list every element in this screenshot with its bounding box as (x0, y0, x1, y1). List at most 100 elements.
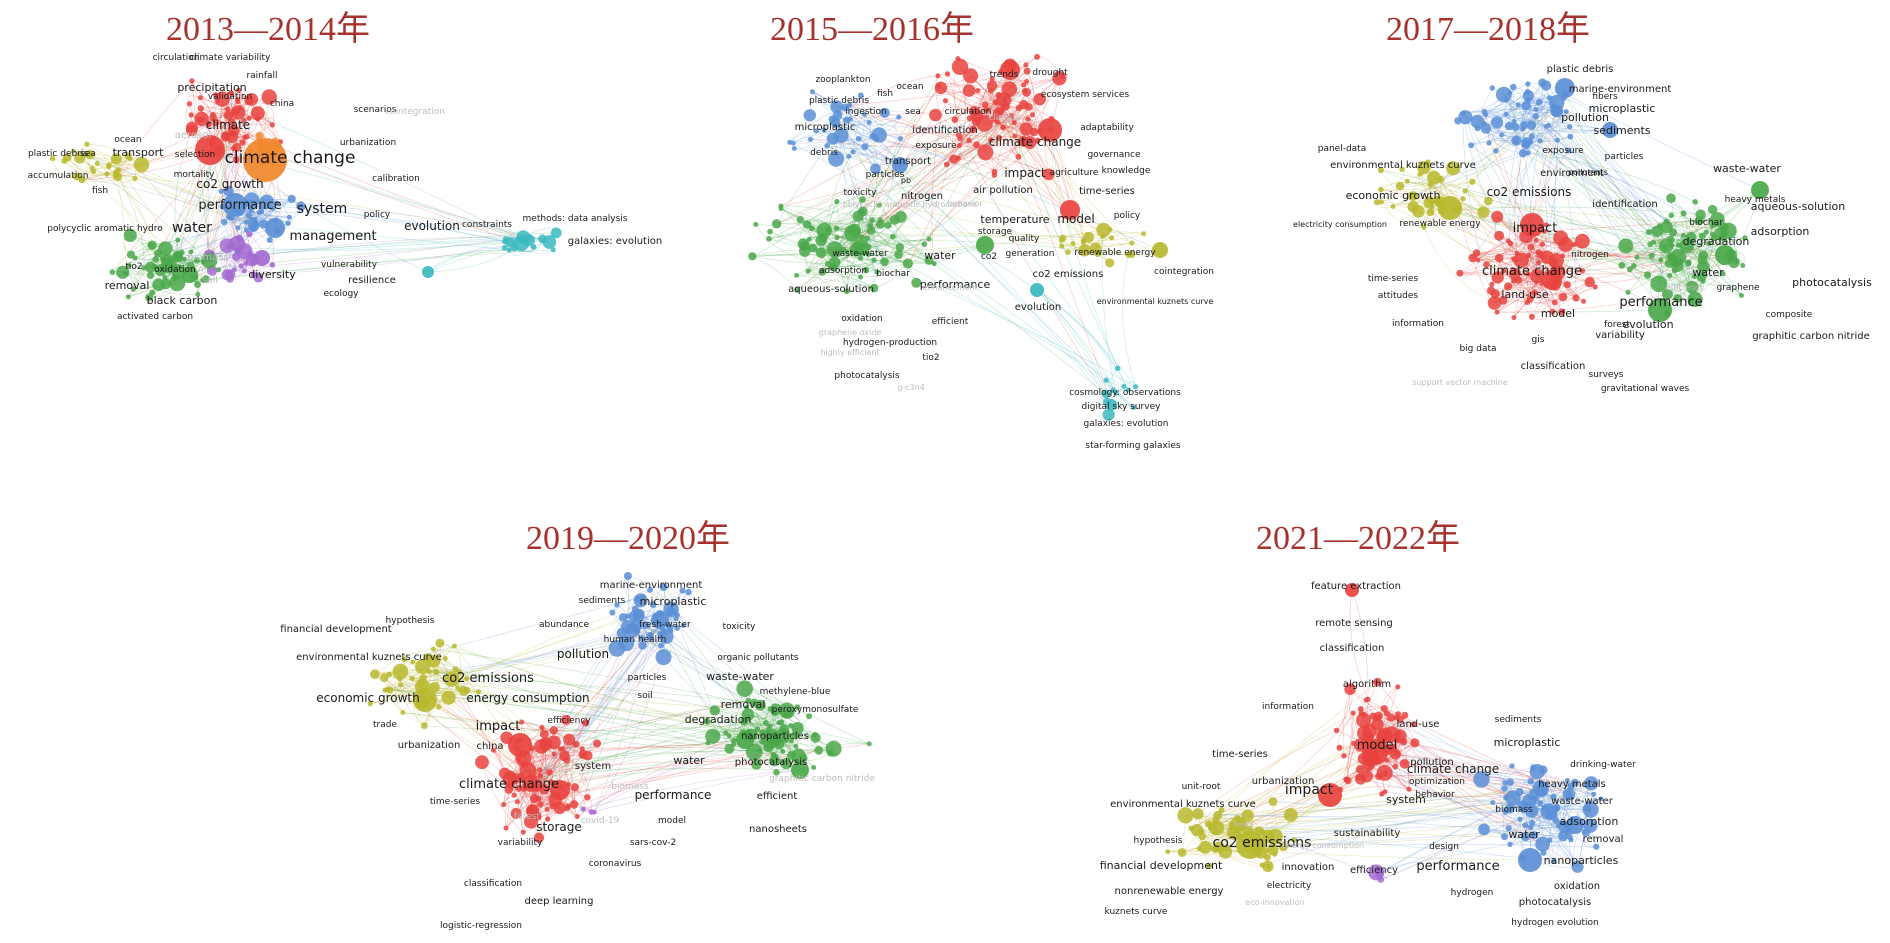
network-node (287, 194, 296, 203)
keyword-label-microplastic: microplastic (1494, 736, 1561, 749)
network-link (1465, 117, 1547, 286)
network-link (1384, 791, 1557, 808)
keyword-label-generation: generation (1006, 249, 1055, 259)
network-node (855, 136, 862, 142)
network-node (1539, 241, 1546, 247)
network-node (1268, 797, 1278, 806)
keyword-label-sea: sea (905, 107, 921, 117)
network-link (1496, 282, 1543, 313)
network-node (241, 268, 247, 274)
network-link (871, 136, 878, 221)
network-link (811, 199, 863, 229)
keyword-label-water: water (1508, 828, 1540, 841)
keyword-label-panel-data: panel-data (1318, 144, 1367, 154)
network-link (522, 742, 555, 833)
keyword-label-information: information (1392, 319, 1444, 329)
network-node (1491, 210, 1504, 223)
network-node (1658, 238, 1674, 254)
network-link (1518, 280, 1562, 313)
network-link (1380, 181, 1473, 191)
network-node (1198, 840, 1212, 854)
network-link (836, 76, 1063, 107)
network-link (1519, 796, 1554, 820)
network-node (949, 154, 959, 164)
network-node (285, 220, 291, 226)
network-node (537, 801, 544, 808)
keyword-label-aqueous-solution: aqueous-solution (788, 284, 874, 295)
network-link (369, 615, 635, 705)
network-link (1262, 788, 1505, 833)
network-link (959, 107, 1020, 146)
network-link (864, 146, 986, 246)
network-link (67, 157, 108, 176)
network-link (1532, 231, 1661, 261)
network-node (1387, 713, 1396, 722)
network-link (593, 635, 652, 813)
network-link (1503, 94, 1570, 128)
network-link (1625, 245, 1693, 288)
keyword-label-model: model (1541, 307, 1575, 320)
network-link (389, 674, 561, 791)
keyword-label-polycyclic-aromatic-hydro: polycyclic aromatic hydro (47, 224, 163, 234)
network-link (1381, 201, 1519, 281)
network-link (591, 748, 730, 813)
network-link (816, 130, 901, 166)
network-link (549, 768, 801, 773)
keyword-label-knowledge: knowledge (1102, 166, 1151, 176)
keyword-label-sediments: sediments (1593, 124, 1650, 137)
keyword-label-kuznets-curve: kuznets curve (1105, 907, 1168, 917)
network-node (780, 748, 786, 754)
network-link (466, 689, 730, 750)
network-node (1141, 231, 1147, 237)
network-node (1336, 744, 1343, 751)
network-link (412, 642, 627, 679)
keyword-label-particles: particles (866, 170, 905, 180)
network-node (146, 271, 155, 279)
keyword-label-attitudes: attitudes (1378, 291, 1419, 301)
keyword-label-trade: trade (373, 720, 397, 730)
network-node (861, 143, 869, 151)
keyword-label-tio2: tio2 (922, 353, 939, 363)
network-link (1253, 802, 1541, 843)
network-link (1557, 139, 1737, 262)
keyword-label-organic-pollutants: organic pollutants (717, 653, 798, 663)
network-link (1501, 97, 1550, 136)
network-link (239, 108, 520, 240)
network-node (501, 802, 507, 808)
network-node (1505, 790, 1521, 806)
network-node (834, 235, 840, 240)
network-link (1496, 216, 1577, 299)
keyword-label-waste-water: waste-water (1551, 796, 1614, 807)
network-hub-node (265, 218, 285, 238)
network-node (1503, 111, 1509, 117)
keyword-label-marine-environment: marine-environment (1569, 84, 1672, 95)
network-link (832, 73, 948, 120)
network-node (793, 743, 799, 749)
network-node (475, 755, 489, 770)
keyword-label-nanoparticles: nanoparticles (1544, 854, 1619, 867)
network-node (1532, 113, 1539, 120)
network-node (705, 728, 721, 744)
network-node (816, 222, 832, 238)
network-link (1368, 758, 1542, 783)
keyword-label-sustainability: sustainability (1334, 828, 1401, 839)
network-link (990, 90, 1112, 405)
network-node (943, 161, 950, 168)
keyword-label-innovation: innovation (1282, 862, 1335, 873)
network-link (836, 138, 901, 160)
network-link (1526, 142, 1583, 271)
network-node (1019, 99, 1029, 110)
network-node (133, 157, 150, 173)
keyword-label-covid-19: covid-19 (581, 816, 620, 826)
network-node (1660, 220, 1673, 234)
keyword-label-exposure: exposure (915, 141, 957, 151)
network-link (435, 671, 787, 741)
network-node (570, 783, 580, 792)
network-node (1575, 233, 1590, 249)
network-link (553, 700, 749, 755)
keyword-label-hypothesis: hypothesis (1134, 836, 1183, 846)
network-link (1268, 835, 1554, 862)
keyword-label-pb: pb (901, 176, 911, 185)
keyword-label-unit-root: unit-root (1182, 782, 1221, 792)
network-node (852, 210, 864, 222)
